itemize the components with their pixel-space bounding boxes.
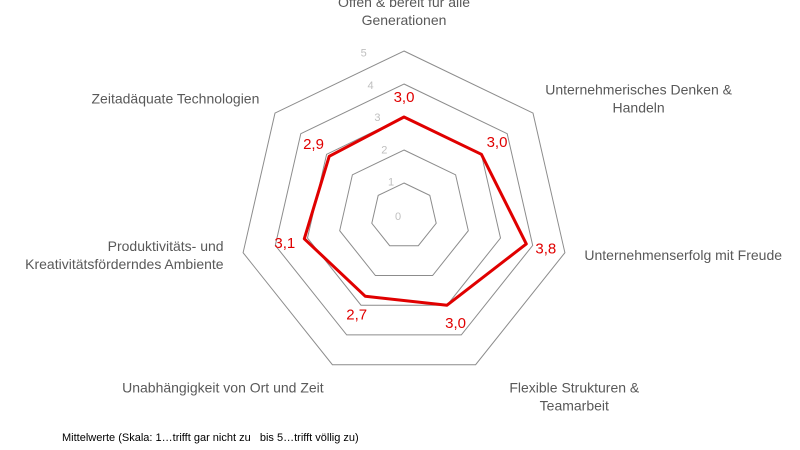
category-label: Flexible Strukturen & xyxy=(509,380,640,396)
data-label: 3,0 xyxy=(394,89,415,106)
data-label: 2,7 xyxy=(346,306,367,323)
category-label: Produktivitäts- und xyxy=(108,238,224,254)
data-label: 3,8 xyxy=(535,240,556,257)
tick-label: 3 xyxy=(374,112,380,124)
tick-label: 2 xyxy=(381,144,387,156)
chart-footnote: Mittelwerte (Skala: 1…trifft gar nicht z… xyxy=(62,432,359,444)
category-label: Unabhängigkeit von Ort und Zeit xyxy=(122,380,324,396)
grid-ring-5 xyxy=(242,50,566,366)
data-label: 2,9 xyxy=(303,136,324,153)
category-label: Zeitadäquate Technologien xyxy=(92,91,260,107)
grid-ring-4 xyxy=(274,83,534,336)
category-label: Handeln xyxy=(613,100,665,116)
radar-grid xyxy=(242,50,566,366)
category-labels: Offen & bereit für alle Generationen Unter… xyxy=(25,0,782,414)
data-label: 3,0 xyxy=(487,134,508,151)
category-label: Teamarbeit xyxy=(540,398,609,414)
grid-ring-1 xyxy=(371,182,437,247)
series-line xyxy=(302,115,528,307)
data-label: 3,1 xyxy=(274,235,295,252)
series-group xyxy=(302,115,528,307)
grid-ring-2 xyxy=(339,149,469,276)
tick-label: 1 xyxy=(388,177,394,189)
category-label: Generationen xyxy=(362,12,447,28)
category-label: Unternehmenserfolg mit Freude xyxy=(584,247,782,263)
grid-ring-3 xyxy=(306,116,502,306)
tick-label: 4 xyxy=(368,80,374,92)
category-label: Offen & bereit für alle xyxy=(338,0,470,10)
tick-label: 0 xyxy=(395,211,401,223)
category-label: Kreativitätsförderndes Ambiente xyxy=(25,256,224,272)
radial-tick-labels: 0 1 2 3 4 5 xyxy=(361,48,401,223)
tick-label: 5 xyxy=(361,48,367,60)
data-labels: 3,0 3,0 3,8 3,0 2,7 3,1 2,9 xyxy=(274,89,556,332)
category-label: Unternehmerisches Denken & xyxy=(545,82,732,98)
data-label: 3,0 xyxy=(445,315,466,332)
